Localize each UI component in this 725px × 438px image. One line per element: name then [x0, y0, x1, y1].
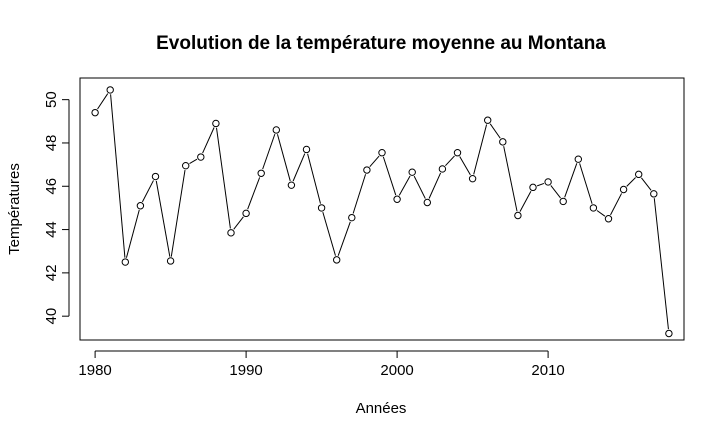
series-segment — [445, 155, 455, 167]
data-point — [589, 204, 598, 212]
series-segment — [233, 216, 244, 230]
x-tick-label: 2000 — [380, 362, 413, 379]
data-point — [574, 155, 582, 163]
data-point — [242, 209, 250, 218]
data-point — [650, 190, 658, 198]
series-segment — [653, 198, 669, 330]
data-point — [227, 229, 235, 237]
series-segment — [610, 193, 623, 216]
data-point — [348, 213, 356, 222]
series-segment — [276, 134, 291, 182]
data-point — [484, 116, 492, 124]
y-tick-label: 46 — [43, 178, 60, 195]
series-segment — [141, 180, 154, 203]
series-segment — [369, 155, 380, 168]
chart-title: Evolution de la température moyenne au M… — [156, 33, 606, 54]
series-segment — [596, 210, 606, 217]
data-point — [378, 149, 386, 157]
x-tick-label: 1990 — [229, 362, 262, 379]
series-segment — [125, 209, 140, 258]
data-point — [665, 329, 673, 338]
data-point — [197, 153, 205, 161]
data-point — [212, 119, 220, 128]
series-segment — [110, 94, 126, 258]
series-segment — [398, 175, 411, 196]
series-segment — [97, 93, 109, 110]
y-axis-label: Températures — [6, 163, 23, 255]
data-point — [182, 161, 190, 170]
series-segment — [579, 163, 593, 204]
series-layer — [91, 86, 673, 338]
data-point — [333, 256, 341, 264]
x-tick-label: 2010 — [531, 362, 564, 379]
series-segment — [216, 127, 231, 229]
series-segment — [473, 124, 488, 175]
series-segment — [503, 146, 518, 212]
data-point — [604, 215, 613, 223]
data-point — [423, 198, 431, 207]
series-segment — [428, 172, 442, 199]
data-point — [91, 108, 99, 117]
data-point — [317, 204, 326, 212]
data-point — [121, 258, 130, 266]
series-segment — [564, 163, 578, 198]
series-segment — [170, 169, 186, 257]
data-point — [544, 178, 552, 186]
data-point — [438, 165, 447, 173]
series-segment — [352, 174, 367, 214]
series-segment — [536, 182, 545, 187]
data-point — [635, 170, 643, 179]
x-axis: 1980 1990 2000 2010 — [78, 350, 565, 379]
series-segment — [640, 177, 652, 191]
series-segment — [155, 180, 171, 257]
series-segment — [459, 156, 471, 176]
series-segment — [292, 153, 306, 182]
series-segment — [519, 190, 532, 212]
data-point — [302, 145, 311, 154]
data-point — [393, 195, 401, 203]
data-point — [106, 86, 114, 94]
data-point — [453, 149, 462, 157]
series-segment — [626, 177, 636, 187]
data-point — [363, 166, 371, 174]
y-tick-label: 48 — [43, 135, 60, 152]
data-point — [151, 172, 160, 181]
y-tick-label: 40 — [43, 308, 60, 325]
series-segment — [202, 127, 215, 154]
y-tick-label: 42 — [43, 265, 60, 282]
series-segment — [382, 156, 397, 196]
data-point — [559, 197, 567, 206]
series-segment — [262, 133, 276, 170]
y-axis: 40 42 44 46 48 50 — [43, 91, 70, 325]
data-point — [514, 211, 522, 220]
data-point — [529, 183, 537, 192]
data-point — [166, 257, 175, 265]
plot-frame — [79, 77, 685, 341]
data-point — [619, 185, 628, 194]
x-axis-label: Années — [356, 400, 407, 417]
series-segment — [337, 221, 351, 256]
data-point — [287, 181, 296, 189]
series-segment — [489, 123, 501, 139]
series-segment — [550, 185, 561, 199]
data-point — [272, 126, 280, 134]
data-point — [499, 138, 507, 146]
y-tick-label: 50 — [43, 91, 60, 108]
series-segment — [247, 177, 261, 210]
data-point — [408, 168, 416, 176]
x-tick-label: 1980 — [78, 362, 111, 379]
series-segment — [307, 153, 321, 204]
data-point — [257, 169, 265, 177]
series-segment — [322, 212, 336, 256]
y-tick-label: 44 — [43, 221, 60, 238]
data-point — [468, 174, 477, 183]
data-point — [136, 202, 145, 210]
series-segment — [189, 158, 198, 164]
series-segment — [413, 175, 426, 199]
